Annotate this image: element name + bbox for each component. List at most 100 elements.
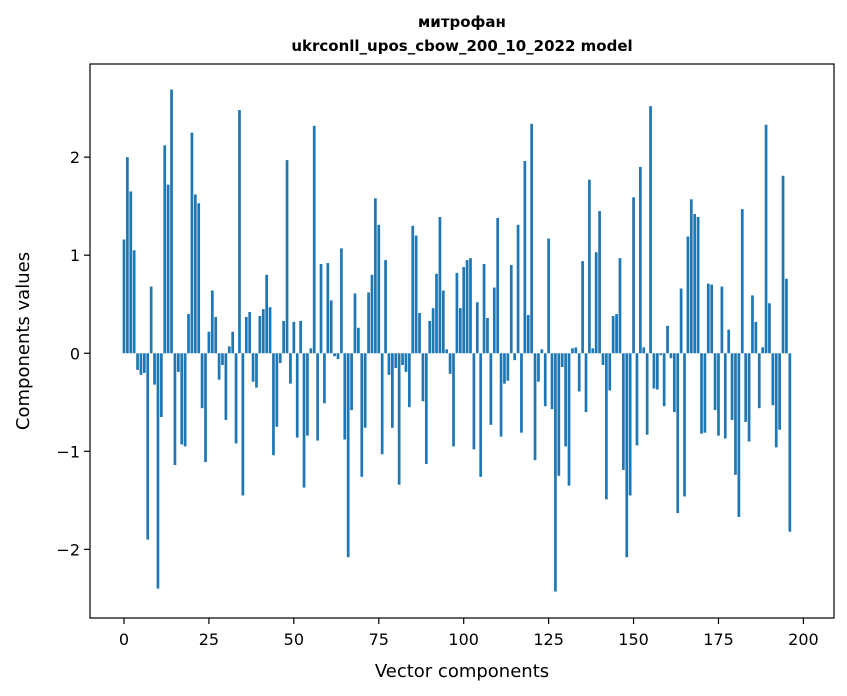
bar bbox=[377, 224, 381, 354]
bar bbox=[241, 353, 245, 496]
bar bbox=[404, 353, 408, 372]
bar bbox=[509, 265, 513, 354]
bar bbox=[424, 353, 428, 465]
bar bbox=[472, 353, 476, 450]
y-tick-label: −2 bbox=[56, 540, 80, 559]
bar bbox=[581, 261, 584, 354]
bar bbox=[193, 194, 197, 354]
bar bbox=[710, 284, 714, 354]
bar bbox=[727, 329, 731, 354]
bar bbox=[452, 353, 455, 447]
bar bbox=[445, 349, 449, 354]
bar bbox=[268, 307, 272, 354]
chart-title-line2: ukrconll_upos_cbow_200_10_2022 model bbox=[291, 37, 632, 55]
bar bbox=[166, 184, 170, 354]
bar bbox=[163, 145, 167, 354]
bar bbox=[394, 353, 398, 368]
bar bbox=[533, 353, 537, 461]
bar bbox=[571, 348, 574, 354]
bar bbox=[693, 214, 697, 354]
bar bbox=[234, 353, 238, 444]
bar bbox=[720, 286, 724, 354]
bar bbox=[513, 353, 517, 361]
bar bbox=[632, 197, 635, 354]
bar bbox=[560, 353, 564, 367]
x-axis-ticks: 0 25 50 75 100 125 150 175 200 bbox=[119, 618, 819, 649]
bar bbox=[754, 321, 758, 354]
bar bbox=[333, 353, 336, 357]
bar bbox=[428, 320, 432, 354]
bar bbox=[278, 353, 282, 364]
bar bbox=[227, 346, 231, 354]
bar bbox=[543, 353, 547, 407]
bar bbox=[734, 353, 737, 475]
bar bbox=[180, 353, 184, 445]
bar bbox=[645, 353, 649, 435]
bar bbox=[462, 266, 466, 354]
x-tick-label: 100 bbox=[448, 630, 479, 649]
bar bbox=[221, 353, 224, 366]
bar bbox=[723, 353, 727, 439]
bar bbox=[197, 203, 201, 354]
bar bbox=[482, 264, 486, 354]
bar bbox=[248, 312, 252, 354]
bar bbox=[183, 353, 187, 447]
bar bbox=[299, 320, 302, 354]
bar bbox=[207, 331, 211, 354]
bar bbox=[289, 353, 292, 384]
bar bbox=[217, 353, 221, 380]
x-axis-label: Vector components bbox=[375, 661, 549, 682]
bar bbox=[465, 260, 469, 354]
bar bbox=[706, 283, 710, 354]
bar bbox=[666, 325, 669, 354]
bar bbox=[492, 287, 496, 354]
bar bbox=[672, 353, 676, 413]
bar bbox=[210, 290, 214, 354]
bar bbox=[414, 235, 418, 354]
bar bbox=[323, 353, 326, 404]
bar bbox=[747, 353, 751, 442]
bar bbox=[170, 89, 173, 354]
x-tick-label: 25 bbox=[199, 630, 219, 649]
bar bbox=[771, 353, 775, 406]
bar bbox=[143, 353, 146, 373]
bar bbox=[594, 252, 598, 354]
bar bbox=[703, 353, 707, 433]
bar bbox=[713, 353, 717, 411]
bar bbox=[343, 353, 347, 440]
bar bbox=[455, 272, 459, 354]
bar bbox=[635, 353, 639, 446]
bar bbox=[764, 124, 768, 354]
bar bbox=[302, 353, 306, 488]
bar bbox=[615, 314, 618, 354]
bar bbox=[411, 225, 415, 354]
bar bbox=[336, 353, 340, 360]
bar bbox=[611, 316, 615, 354]
bar bbox=[689, 199, 693, 354]
y-axis-label: Components values bbox=[13, 252, 34, 430]
bar bbox=[435, 273, 438, 354]
bar bbox=[655, 353, 659, 390]
bar bbox=[662, 353, 666, 407]
bar bbox=[407, 353, 411, 408]
bar bbox=[628, 353, 632, 496]
bar bbox=[309, 348, 313, 354]
bar bbox=[329, 300, 333, 354]
bar bbox=[679, 288, 683, 354]
bar bbox=[774, 353, 778, 448]
bar bbox=[768, 303, 771, 354]
bar bbox=[387, 353, 391, 375]
bar bbox=[530, 123, 533, 354]
bar bbox=[564, 353, 567, 447]
y-tick-label: 2 bbox=[70, 148, 80, 167]
bar bbox=[272, 353, 275, 456]
bar bbox=[567, 353, 571, 486]
bar bbox=[200, 353, 204, 409]
bar bbox=[761, 347, 765, 354]
x-tick-label: 0 bbox=[119, 630, 129, 649]
bar bbox=[537, 353, 540, 382]
bar bbox=[363, 353, 367, 428]
bar bbox=[346, 353, 350, 558]
bar bbox=[374, 198, 377, 354]
plot-frame bbox=[89, 63, 835, 619]
